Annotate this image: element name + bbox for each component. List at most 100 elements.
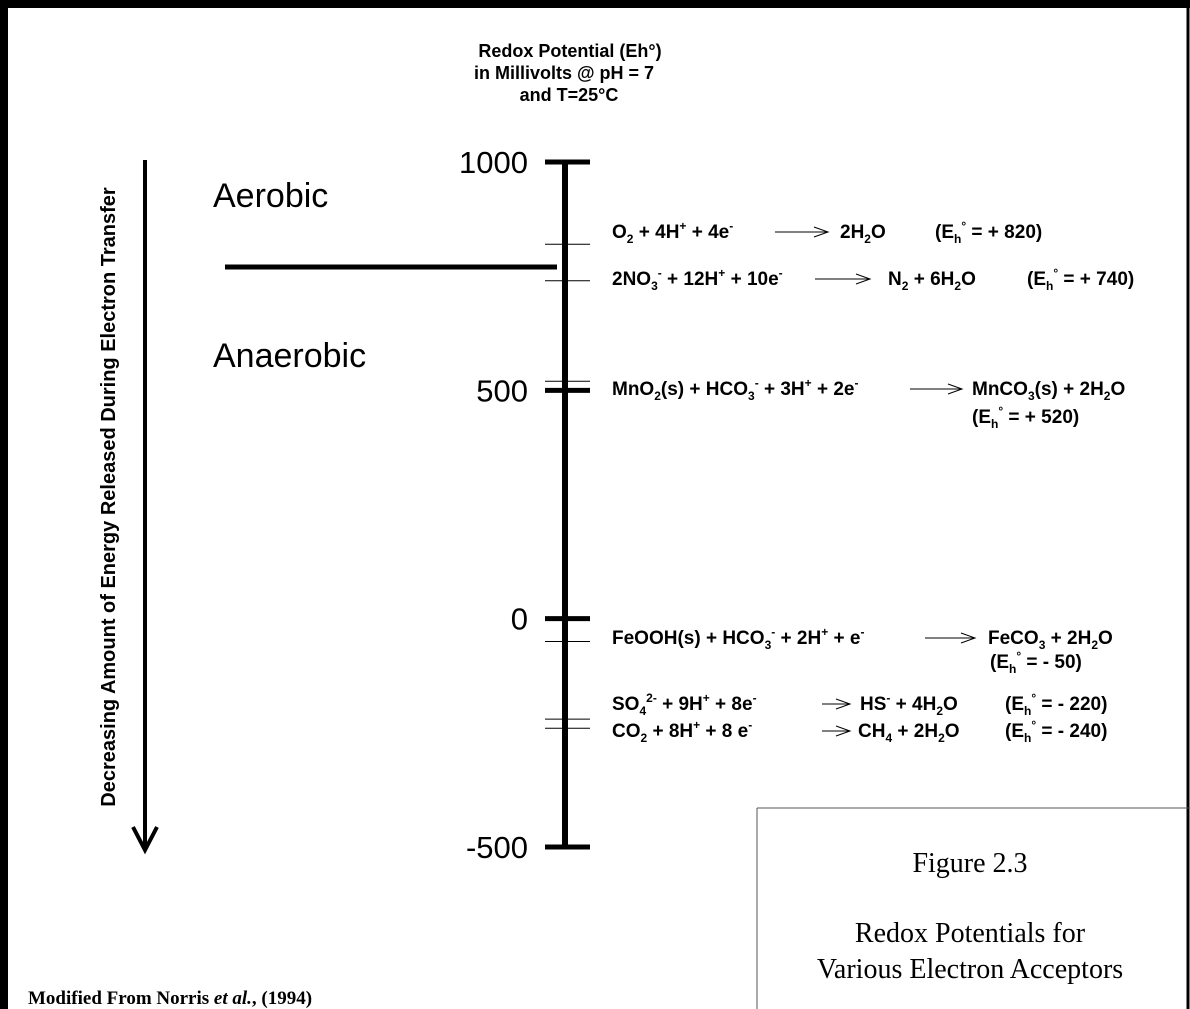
eh-label-part: (E [1005, 721, 1024, 742]
eh-label-part: (E [1027, 269, 1046, 290]
axis-tick-label: -500 [466, 830, 528, 865]
products: HS- + 4H2O [860, 691, 958, 718]
reactants-part: + 12H [662, 269, 719, 290]
reactants: FeOOH(s) + HCO3- + 2H+ + e- [612, 625, 864, 652]
products-part: HS [860, 694, 886, 715]
products-part: N [888, 269, 902, 290]
axis-tick-label: 1000 [459, 145, 528, 180]
eh-label-part: = + 820) [966, 222, 1042, 243]
zone-label: Aerobic [213, 177, 328, 215]
eh-label: (Eh° = - 220) [1005, 691, 1107, 718]
reactants-part: + 2H [775, 628, 821, 649]
reactants: 2NO3- + 12H+ + 10e- [612, 266, 783, 293]
reactants: MnO2(s) + HCO3- + 3H+ + 2e- [612, 376, 858, 403]
products-part: 4 [885, 731, 892, 745]
reactants-part: + 3H [759, 379, 805, 400]
products-part: 2 [902, 279, 909, 293]
eh-label-part: ° [1031, 691, 1036, 705]
energy-arrow-head [131, 826, 159, 855]
reactants-part: FeOOH(s) + HCO [612, 628, 765, 649]
eh-label: (Eh° = - 50) [990, 649, 1082, 676]
reactants-part: + [718, 266, 725, 280]
reactants-part: + [821, 625, 828, 639]
reactants-part: 2 [641, 731, 648, 745]
reactants-part: + 8H [647, 721, 693, 742]
axis-tick-label: 0 [511, 602, 528, 637]
products-part: + 6H [908, 269, 954, 290]
products-part: 2 [864, 232, 871, 246]
reactants-part: + 8 e [700, 721, 748, 742]
eh-label: (Eh° = + 520) [972, 404, 1079, 431]
reactants-part: + 2e [812, 379, 855, 400]
eh-label-part: h [1024, 704, 1031, 718]
eh-label-part: = + 740) [1058, 269, 1134, 290]
source-part: et al. [214, 988, 252, 1009]
reaction-arrow-head [813, 226, 830, 238]
products-part: O [961, 269, 976, 290]
eh-label-part: h [1009, 662, 1016, 676]
products-part: O [943, 694, 958, 715]
side-label: Decreasing Amount of Energy Released Dur… [98, 187, 120, 807]
products-part: - [886, 691, 890, 705]
products-part: O [1098, 628, 1113, 649]
zone-label: Anaerobic [213, 337, 366, 375]
reactants-part: 2 [654, 389, 661, 403]
reaction-arrow-head [835, 725, 852, 737]
eh-label-part: = - 240) [1036, 721, 1107, 742]
reactants-part: 3 [748, 389, 755, 403]
products-part: + 2H [892, 721, 938, 742]
eh-label-part: = - 50) [1021, 652, 1082, 673]
reactants: SO42- + 9H+ + 8e- [612, 691, 757, 718]
products-part: MnCO [972, 379, 1028, 400]
eh-label-part: (E [990, 652, 1009, 673]
eh-label: (Eh° = - 240) [1005, 718, 1107, 745]
axis-title: in Millivolts @ pH = 7 [474, 63, 654, 83]
eh-label-part: (E [1005, 694, 1024, 715]
reactants-part: + 9H [657, 694, 703, 715]
products-part: (s) + 2H [1035, 379, 1104, 400]
eh-label: (Eh° = + 820) [935, 219, 1042, 246]
reactants-part: + 4e [686, 222, 729, 243]
products: CH4 + 2H2O [858, 721, 960, 745]
products: N2 + 6H2O [888, 269, 976, 293]
reactants-part: - [753, 691, 757, 705]
reactants: CO2 + 8H+ + 8 e- [612, 718, 752, 745]
products-part: 2H [840, 222, 864, 243]
products-part: 2 [1091, 638, 1098, 652]
source-part: , (1994) [252, 988, 312, 1009]
products-part: 2 [936, 704, 943, 718]
products: FeCO3 + 2H2O [988, 628, 1113, 652]
eh-label-part: ° [1016, 649, 1021, 663]
reaction-arrow-head [835, 698, 852, 710]
reactants-part: SO [612, 694, 639, 715]
reactants-part: + 4H [633, 222, 679, 243]
products: 2H2O [840, 222, 886, 246]
reactants-part: O [612, 222, 627, 243]
figure-title: Various Electron Acceptors [817, 954, 1123, 985]
products-part: 3 [1039, 638, 1046, 652]
eh-label-part: h [991, 417, 998, 431]
reactants-part: (s) + HCO [661, 379, 748, 400]
reactants-part: + 8e [710, 694, 753, 715]
reactants-part: - [755, 376, 759, 390]
reactants-part: + e [828, 628, 860, 649]
figure-title: Redox Potentials for [855, 918, 1086, 949]
products-part: 2 [1104, 389, 1111, 403]
source-part: Modified From Norris [28, 988, 214, 1009]
eh-label: (Eh° = + 740) [1027, 266, 1134, 293]
products-part: 3 [1028, 389, 1035, 403]
products-part: FeCO [988, 628, 1039, 649]
eh-label-part: (E [935, 222, 954, 243]
reaction-arrow-head [855, 273, 872, 285]
reactants-part: MnO [612, 379, 654, 400]
axis-tick-label: 500 [476, 373, 528, 408]
reaction-arrow-head [947, 383, 964, 395]
products: MnCO3(s) + 2H2O [972, 379, 1125, 403]
products-part: CH [858, 721, 885, 742]
eh-label-part: ° [998, 404, 1003, 418]
products-part: O [871, 222, 886, 243]
products-part: O [945, 721, 960, 742]
reactants-part: - [771, 625, 775, 639]
eh-label-part: = - 220) [1036, 694, 1107, 715]
